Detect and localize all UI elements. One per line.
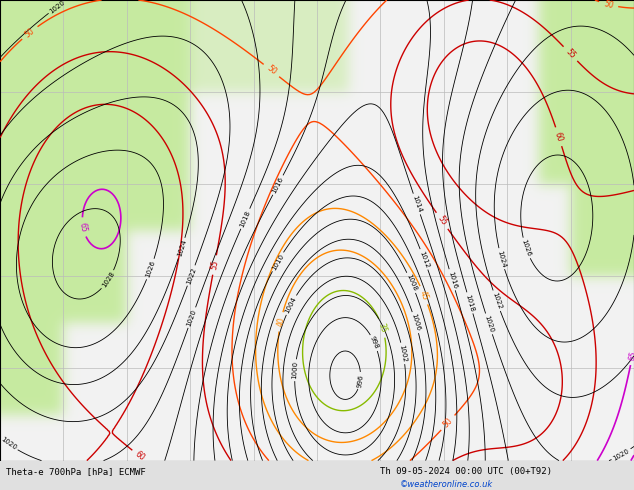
Text: 1020: 1020: [612, 447, 631, 462]
Text: 1000: 1000: [292, 361, 299, 379]
Text: 1024: 1024: [176, 239, 187, 258]
Text: 1012: 1012: [418, 250, 430, 269]
Text: 1018: 1018: [465, 294, 476, 312]
Text: 1010: 1010: [271, 252, 285, 271]
Text: 1004: 1004: [284, 295, 298, 314]
Text: 1020: 1020: [0, 436, 18, 451]
Text: 1016: 1016: [447, 270, 458, 289]
Text: 1008: 1008: [405, 273, 418, 292]
Text: 50: 50: [23, 26, 36, 39]
Text: ©weatheronline.co.uk: ©weatheronline.co.uk: [399, 480, 493, 489]
Text: 1026: 1026: [521, 239, 532, 258]
Text: 55: 55: [209, 259, 220, 270]
Text: 55: 55: [564, 47, 577, 60]
Text: 1020: 1020: [186, 308, 198, 327]
Text: 996: 996: [356, 373, 364, 388]
Text: 1024: 1024: [496, 249, 507, 268]
Text: 65: 65: [627, 350, 634, 361]
Text: 1022: 1022: [185, 266, 197, 285]
Text: 65: 65: [78, 221, 88, 233]
Text: 998: 998: [369, 336, 380, 350]
Text: 1018: 1018: [239, 209, 252, 228]
Text: 1020: 1020: [48, 0, 66, 14]
Text: 60: 60: [133, 450, 146, 463]
Text: 50: 50: [441, 416, 455, 429]
Text: 50: 50: [603, 0, 614, 10]
Text: 1016: 1016: [271, 176, 285, 195]
Text: 1014: 1014: [411, 195, 422, 214]
Text: Th 09-05-2024 00:00 UTC (00+T92): Th 09-05-2024 00:00 UTC (00+T92): [380, 467, 552, 476]
Text: 35: 35: [377, 322, 388, 334]
Text: 1028: 1028: [101, 270, 116, 289]
Text: 55: 55: [436, 214, 449, 227]
Text: 1006: 1006: [410, 313, 421, 332]
Text: 1022: 1022: [491, 292, 502, 310]
Text: 1026: 1026: [145, 260, 157, 278]
Text: 45: 45: [418, 289, 430, 301]
Text: 40: 40: [275, 316, 286, 327]
Text: 60: 60: [553, 131, 564, 143]
Text: 1002: 1002: [399, 344, 408, 363]
Text: 1020: 1020: [483, 315, 495, 333]
Text: 50: 50: [265, 64, 278, 77]
Text: Theta-e 700hPa [hPa] ECMWF: Theta-e 700hPa [hPa] ECMWF: [6, 467, 146, 476]
